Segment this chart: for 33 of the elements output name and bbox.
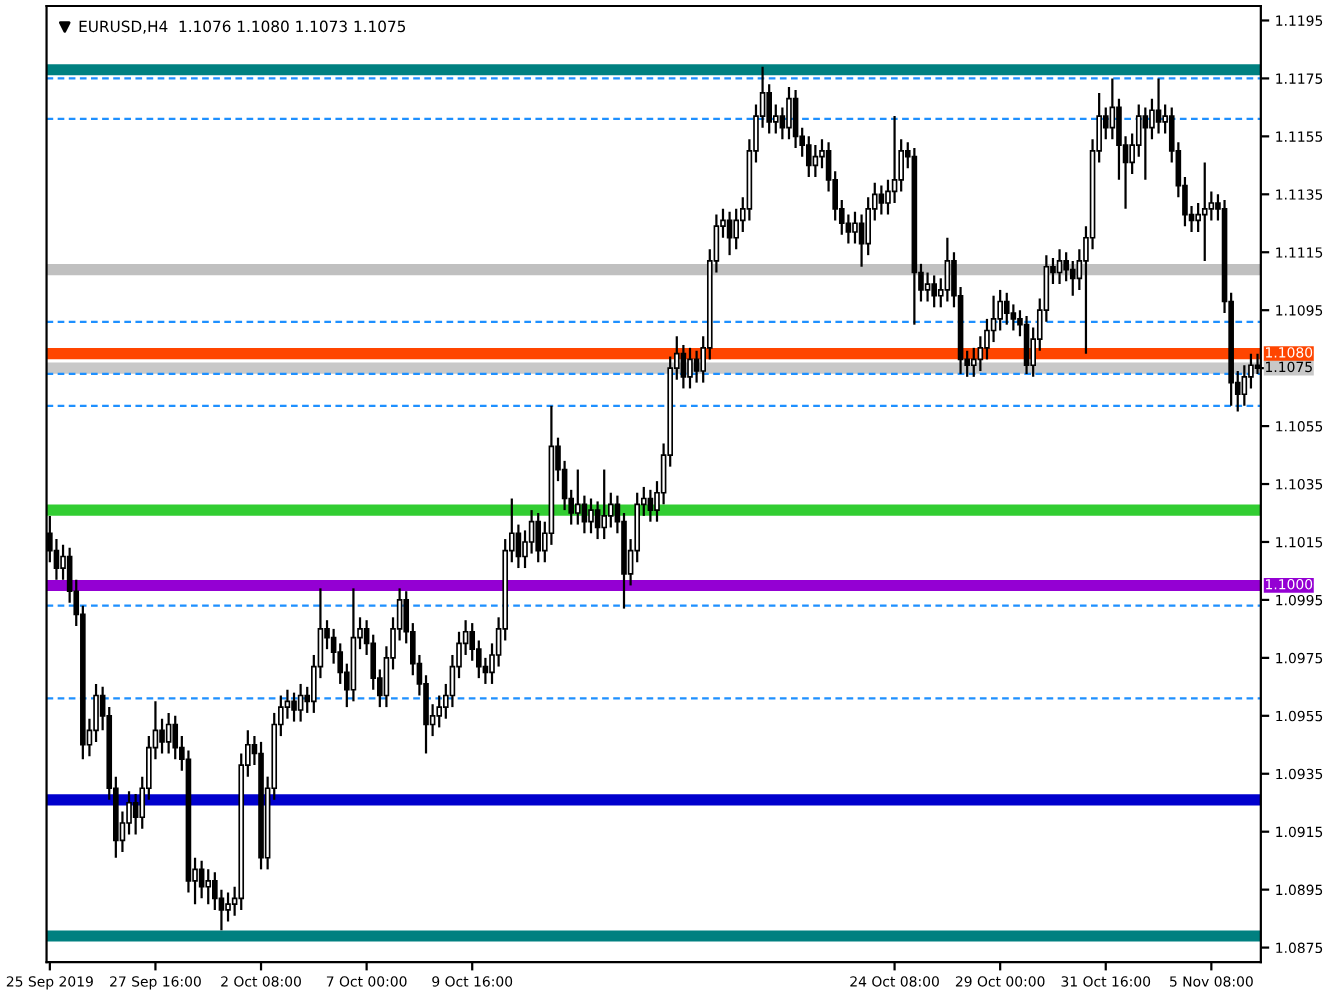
candlestick xyxy=(588,497,594,535)
candlestick xyxy=(297,682,304,723)
candlestick xyxy=(878,184,885,216)
candlestick xyxy=(601,468,608,541)
candlestick xyxy=(225,891,231,923)
candlestick xyxy=(159,717,165,755)
candlestick xyxy=(1109,77,1116,141)
candlestick xyxy=(805,135,812,179)
candlestick xyxy=(944,236,951,303)
candlestick xyxy=(1155,77,1162,135)
candlestick xyxy=(779,106,786,141)
candlestick xyxy=(1003,291,1010,326)
candlestick xyxy=(574,468,581,526)
candlestick xyxy=(535,511,542,564)
candlestick xyxy=(1201,161,1208,263)
candlestick xyxy=(132,792,139,836)
candlestick xyxy=(680,343,687,390)
candlestick xyxy=(852,210,858,245)
candlestick xyxy=(1069,259,1076,297)
candlestick xyxy=(931,274,937,309)
candlestick xyxy=(198,859,205,900)
candlestick xyxy=(1142,106,1149,181)
candlestick xyxy=(687,346,693,390)
candlestick xyxy=(165,711,172,755)
candlestick xyxy=(786,86,792,141)
candlestick xyxy=(693,349,700,384)
candlestick xyxy=(291,691,297,723)
candlestick xyxy=(647,488,654,523)
candlestick xyxy=(1056,248,1063,286)
candlestick xyxy=(205,868,212,906)
candlestick xyxy=(924,271,931,303)
candlestick xyxy=(726,210,733,257)
candlestick xyxy=(858,213,865,268)
